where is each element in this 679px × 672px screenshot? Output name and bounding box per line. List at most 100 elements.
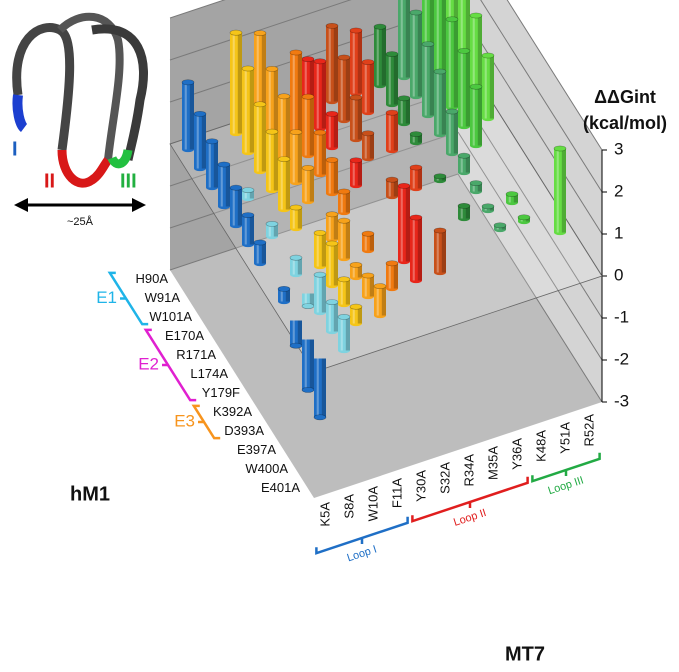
bar-highlight — [317, 133, 319, 175]
bar — [470, 84, 482, 148]
bar-highlight — [413, 218, 415, 281]
bar-highlight — [329, 302, 331, 331]
bar-shade — [466, 51, 470, 127]
bar-highlight — [449, 19, 451, 107]
bar — [326, 300, 338, 335]
bar-shade — [334, 302, 338, 331]
bar — [554, 146, 566, 235]
bar-top — [362, 273, 374, 278]
bar — [302, 165, 314, 204]
bar-highlight — [317, 233, 319, 267]
z-tick-label: 2 — [614, 181, 623, 200]
bar-highlight — [329, 160, 331, 194]
bar-highlight — [365, 133, 367, 158]
bar-top — [458, 203, 470, 208]
bar-top — [386, 177, 398, 182]
bar — [278, 286, 290, 304]
bar-top — [362, 60, 374, 65]
bar — [278, 157, 290, 213]
bar-top — [554, 146, 566, 151]
bar-highlight — [269, 132, 271, 191]
bar-shade — [298, 208, 302, 229]
bar-shade — [430, 44, 434, 115]
bar — [278, 94, 290, 166]
bar-shade — [310, 168, 314, 202]
bar — [374, 24, 386, 88]
bar-shade — [334, 214, 338, 239]
bar — [290, 130, 302, 186]
bar-top — [434, 228, 446, 233]
y-tick-label: R171A — [176, 347, 216, 362]
bar-top — [338, 314, 350, 319]
bar-top — [254, 240, 266, 245]
z-tick-label: 3 — [614, 139, 623, 158]
bar — [230, 185, 242, 228]
bar — [350, 28, 362, 96]
bar-shade — [442, 72, 446, 135]
bar-highlight — [197, 114, 199, 169]
bar-shade — [238, 188, 242, 226]
inset-label: II — [44, 170, 55, 192]
bar-highlight — [329, 244, 331, 286]
bar-shade — [358, 98, 362, 140]
bar-highlight — [329, 214, 331, 239]
bar — [254, 240, 266, 266]
bar-shade — [418, 168, 422, 189]
bar-highlight — [353, 98, 355, 140]
bar — [314, 130, 326, 177]
bar-top — [338, 277, 350, 282]
bar-shade — [298, 53, 302, 137]
bar-top — [362, 131, 374, 136]
bar-highlight — [305, 97, 307, 156]
y-axis-title: hM1 — [70, 483, 110, 505]
bar-top — [458, 153, 470, 158]
bar-highlight — [473, 87, 475, 146]
z-tick-label: 1 — [614, 223, 623, 242]
bar-top — [470, 84, 482, 89]
bar-highlight — [389, 54, 391, 104]
bar — [470, 181, 482, 195]
bar-top — [206, 139, 218, 144]
bar-shade — [346, 279, 350, 304]
bar-top — [326, 23, 338, 28]
bar-top — [386, 52, 398, 57]
bar-top — [446, 17, 458, 22]
bar-highlight — [365, 276, 367, 297]
bar-top — [302, 387, 314, 392]
bar-shade — [238, 33, 242, 134]
bar — [494, 223, 506, 232]
bar-top — [314, 130, 326, 135]
bar-highlight — [317, 275, 319, 313]
y-tick-label: K392A — [213, 404, 252, 419]
z-tick-label: 0 — [614, 265, 623, 284]
bar-top — [350, 28, 362, 33]
y-tick-label: D393A — [224, 423, 264, 438]
bar-top — [230, 185, 242, 190]
bar-shade — [298, 321, 302, 346]
bar-highlight — [257, 104, 259, 171]
bar-top — [350, 95, 362, 100]
bar — [302, 340, 314, 393]
bar — [290, 321, 302, 349]
bar-top — [182, 80, 194, 85]
bar-top — [326, 300, 338, 305]
bar-shade — [478, 87, 482, 146]
x-axis-title: MT7 — [505, 643, 545, 665]
bar-shade — [382, 27, 386, 86]
bar-top — [410, 215, 422, 220]
bar — [326, 241, 338, 288]
bar-shade — [382, 286, 386, 315]
bar-highlight — [389, 263, 391, 288]
bar-shade — [370, 62, 374, 112]
bar-highlight — [329, 26, 331, 102]
bar — [482, 53, 494, 121]
plot-area: -3-2-10123H90AW91AW101AE170AR171AL174AY1… — [96, 0, 629, 564]
bar-shade — [286, 96, 290, 163]
bar-shade — [274, 132, 278, 191]
bar-top — [506, 192, 518, 197]
x-tick-label: R52A — [581, 414, 596, 447]
x-tick-label: Y36A — [509, 438, 524, 470]
bar-top — [278, 157, 290, 162]
bar-shade — [442, 231, 446, 273]
bar-top — [242, 213, 254, 218]
